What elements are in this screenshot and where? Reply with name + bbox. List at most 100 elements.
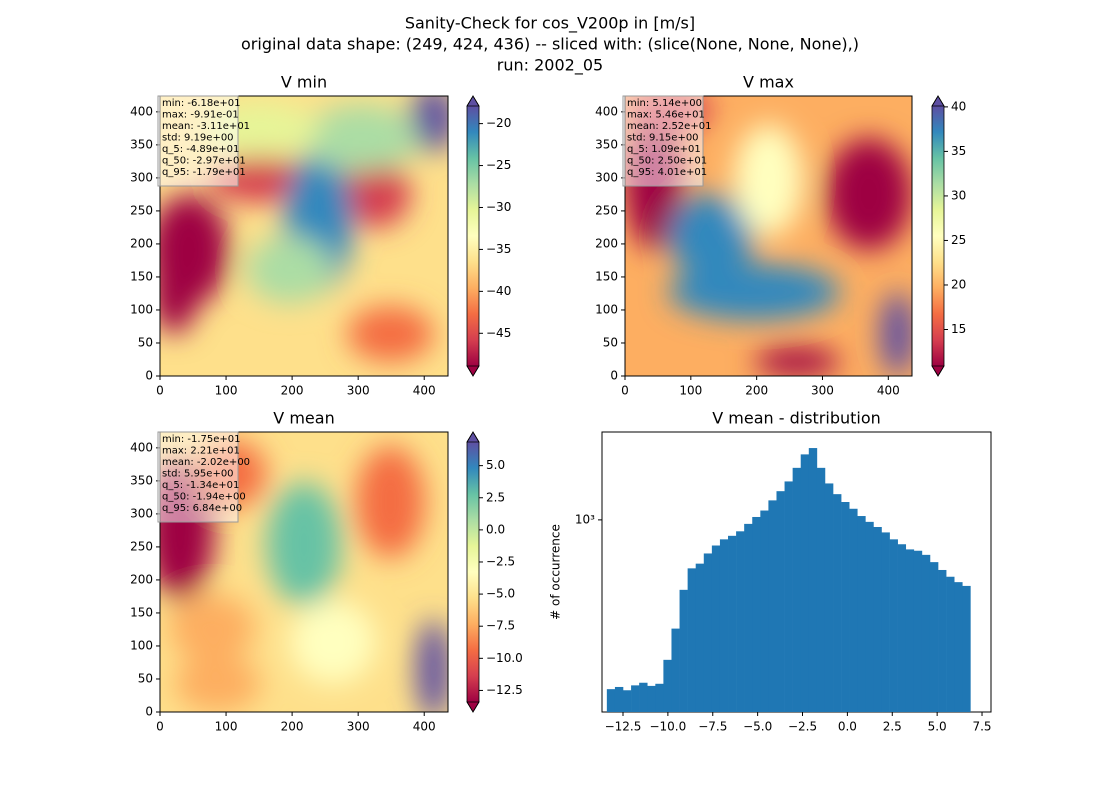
y-tick-label: 100	[130, 638, 153, 652]
heatmap	[160, 432, 448, 712]
suptitle: Sanity-Check for cos_V200p in [m/s]	[405, 14, 695, 34]
hist-bar	[889, 539, 898, 712]
hist-bar	[784, 481, 793, 712]
heatmap	[160, 96, 448, 376]
stats-box	[157, 95, 239, 187]
hist-bar	[711, 545, 721, 712]
hist-bar	[679, 589, 688, 712]
hist-bar	[881, 532, 890, 712]
colorbar-tick-label: −20	[486, 116, 511, 130]
colorbar-tick-label: 40	[951, 99, 966, 113]
field-blob	[168, 594, 256, 662]
colorbar-tick-label: 2.5	[486, 490, 505, 504]
stats-line: min: 5.14e+00	[627, 98, 702, 109]
axes-title: V mean	[273, 409, 334, 428]
hist-bar	[808, 448, 818, 712]
colorbar-extend	[466, 365, 480, 377]
x-tick-label: −5.0	[743, 720, 772, 734]
hist-bar	[752, 516, 761, 712]
colorbar-tick-label: −40	[486, 284, 511, 298]
hist-bar	[938, 569, 947, 712]
hist-bar	[962, 585, 971, 712]
y-tick-label: 50	[138, 335, 153, 349]
stats-line: min: -6.18e+01	[162, 98, 241, 109]
hist-bar	[623, 690, 632, 712]
stats-line: std: 9.15e+00	[627, 133, 699, 144]
y-tick-label: 400	[130, 104, 153, 118]
hist-bar	[768, 500, 777, 712]
colorbar-extend	[931, 95, 945, 107]
y-tick-label: 250	[130, 203, 153, 217]
colorbar	[932, 106, 944, 366]
hist-bar	[800, 454, 810, 712]
field-blob	[410, 96, 448, 152]
colorbar-tick-label: −7.5	[486, 619, 515, 633]
heatmap-field	[160, 440, 448, 712]
x-tick-label: 0	[156, 720, 164, 734]
x-tick-label: 400	[877, 384, 900, 398]
y-tick-label: 100	[595, 302, 618, 316]
colorbar-tick-label: 35	[951, 144, 966, 158]
hist-bar	[614, 686, 624, 712]
hist-bar	[954, 582, 963, 712]
hist-bar	[816, 467, 826, 712]
stats-line: q_95: -1.79e+01	[162, 167, 246, 178]
colorbar-tick-label: −45	[486, 326, 511, 340]
hist-bar	[946, 576, 955, 712]
colorbar-tick-label: 0.0	[486, 522, 505, 536]
axes-title: V min	[281, 73, 327, 92]
x-tick-label: 300	[347, 384, 370, 398]
y-tick-label: 300	[130, 170, 153, 184]
hist-bar	[719, 539, 729, 712]
y-tick-label: 250	[595, 203, 618, 217]
x-tick-label: −7.5	[698, 720, 727, 734]
colorbar	[467, 106, 479, 366]
colorbar-tick-label: 20	[951, 277, 966, 291]
stats-line: std: 9.19e+00	[162, 133, 234, 144]
y-tick-label: 350	[130, 137, 153, 151]
x-tick-label: −2.5	[788, 720, 817, 734]
hist-bar	[921, 554, 931, 712]
y-tick-label: 400	[595, 104, 618, 118]
x-tick-label: 100	[215, 720, 238, 734]
x-tick-label: 7.5	[972, 720, 991, 734]
stats-line: max: -9.91e-01	[162, 110, 239, 121]
colorbar-tick-label: −10.0	[486, 651, 523, 665]
field-blob	[754, 348, 841, 376]
x-tick-label: 400	[413, 720, 436, 734]
hist-bar	[631, 685, 640, 712]
stats-line: std: 5.95e+00	[162, 469, 234, 480]
stats-line: mean: -2.02e+00	[162, 457, 250, 468]
x-tick-label: 5.0	[928, 720, 947, 734]
y-tick-label: 300	[595, 170, 618, 184]
field-blob	[246, 236, 333, 304]
hist-bar	[655, 683, 664, 712]
stats-line: q_50: -1.94e+00	[162, 492, 246, 503]
colorbar-extend	[466, 431, 480, 443]
hist-bar	[671, 628, 680, 712]
stats-box	[622, 95, 704, 187]
x-tick-label: 200	[281, 720, 304, 734]
y-tick-label: 200	[130, 236, 153, 250]
field-blob	[734, 124, 803, 236]
field-blob	[174, 656, 261, 712]
x-tick-label: 200	[281, 384, 304, 398]
hist-bar	[695, 563, 705, 712]
hist-bar	[647, 685, 656, 712]
stats-box	[157, 431, 239, 523]
hist-bar	[792, 467, 802, 712]
colorbar-tick-label: 30	[951, 188, 966, 202]
x-tick-label: 300	[811, 384, 834, 398]
x-tick-label: 200	[745, 384, 768, 398]
suptitle: run: 2002_05	[497, 56, 603, 76]
y-tick-label: 50	[603, 335, 618, 349]
x-tick-label: 0.0	[838, 720, 857, 734]
y-tick-label: 350	[595, 137, 618, 151]
colorbar-tick-label: −30	[486, 200, 511, 214]
x-tick-label: −12.5	[605, 720, 642, 734]
y-tick-label: 150	[130, 605, 153, 619]
hist-bar	[849, 508, 858, 712]
x-tick-label: 0	[621, 384, 629, 398]
x-tick-label: 300	[347, 720, 370, 734]
